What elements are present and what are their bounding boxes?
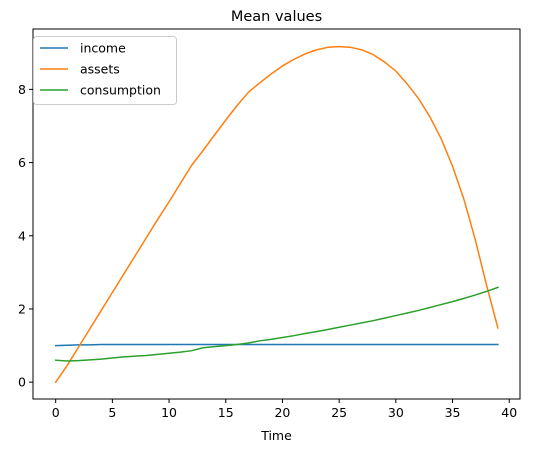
x-tick-label: 40 bbox=[501, 405, 517, 420]
legend-label-consumption: consumption bbox=[80, 83, 161, 98]
y-tick-label: 4 bbox=[18, 228, 26, 243]
x-tick-label: 10 bbox=[161, 405, 177, 420]
legend: income assets consumption bbox=[34, 37, 177, 105]
x-tick-label: 30 bbox=[388, 405, 404, 420]
chart-title: Mean values bbox=[231, 9, 322, 25]
x-axis-label: Time bbox=[260, 428, 292, 443]
x-tick-label: 20 bbox=[274, 405, 290, 420]
x-tick-label: 5 bbox=[108, 405, 116, 420]
y-tick-label: 8 bbox=[18, 82, 26, 97]
y-tick-label: 6 bbox=[18, 155, 26, 170]
legend-label-assets: assets bbox=[80, 62, 120, 77]
x-tick-label: 25 bbox=[331, 405, 347, 420]
y-tick-label: 0 bbox=[18, 375, 26, 390]
x-tick-label: 35 bbox=[445, 405, 461, 420]
x-tick-label: 0 bbox=[52, 405, 60, 420]
legend-label-income: income bbox=[80, 41, 126, 56]
x-tick-label: 15 bbox=[218, 405, 234, 420]
y-tick-label: 2 bbox=[18, 301, 26, 316]
